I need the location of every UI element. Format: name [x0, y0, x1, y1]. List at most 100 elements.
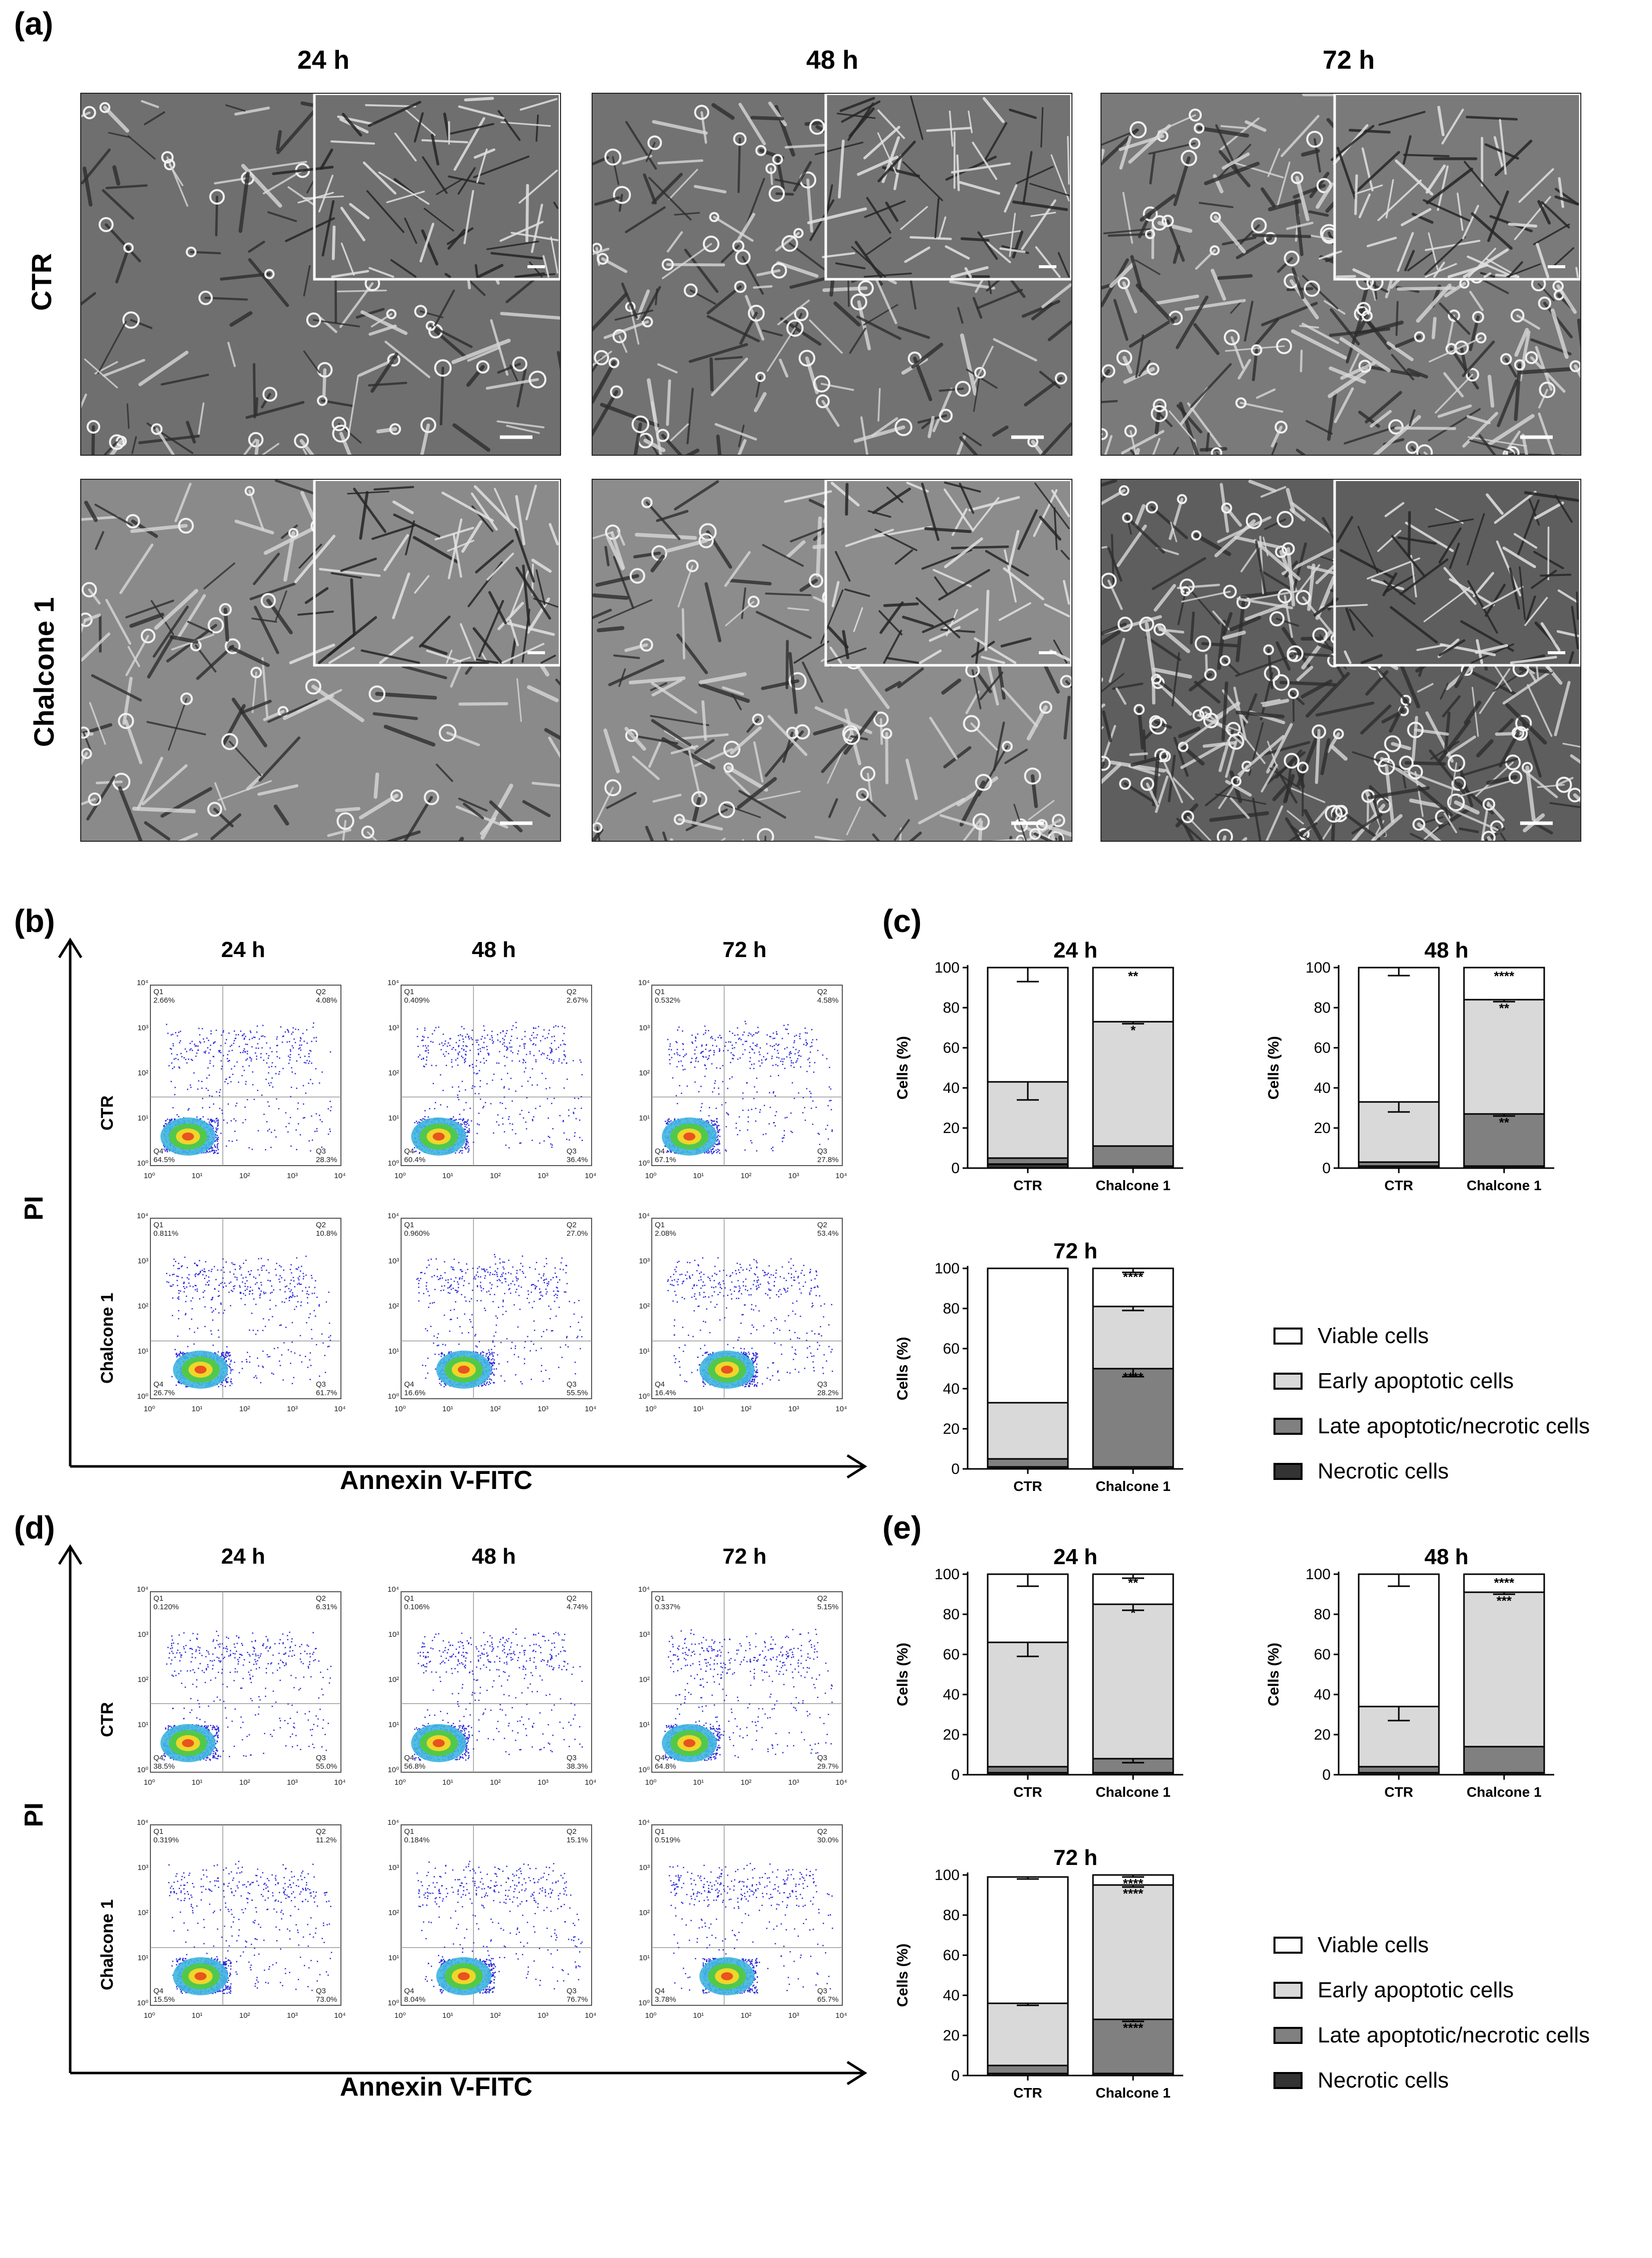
bar-chart: 72 h Cells (%) 0 20 40 60 80 100 CTR Chalcone 1 **… — [887, 1238, 1228, 1519]
svg-text:10³: 10³ — [287, 1172, 298, 1180]
bar-segment — [1463, 999, 1545, 1115]
flow-axes: PI Annexin V-FITC — [0, 1509, 882, 2102]
quadrant-percent: 61.7% — [316, 1389, 337, 1397]
y-tick-label: 80 — [943, 1300, 960, 1317]
legend-item-late: Late apoptotic/necrotic cells — [1273, 2023, 1590, 2048]
y-axis-label: Cells (%) — [894, 1643, 911, 1707]
significance-marker: *** — [1497, 1593, 1512, 1608]
bar-segment — [1463, 1591, 1545, 1748]
micrograph-image — [81, 480, 560, 841]
panel-a-col-48h: 48 h — [806, 46, 859, 75]
quadrant-percent: 4.08% — [316, 996, 337, 1005]
flow-col-title: 48 h — [471, 937, 516, 962]
flow-col-title: 72 h — [722, 937, 767, 962]
bar-segment — [1092, 1145, 1174, 1167]
flow-plot: Q1 0.120% Q2 6.31% Q4 38.5% Q3 55.0% 10⁰ 10⁰ 10¹ 10… — [135, 1585, 351, 1792]
bar-segment — [1358, 1573, 1440, 1708]
bar-segment — [1463, 1113, 1545, 1167]
micrograph — [80, 479, 561, 842]
bar-segment — [1463, 1573, 1545, 1593]
significance-marker: **** — [1123, 2020, 1144, 2035]
y-tick-label: 40 — [943, 1080, 960, 1096]
panel-b-letter: (b) — [14, 903, 55, 939]
bar-segment — [987, 1458, 1069, 1468]
bar-segment — [1092, 1305, 1174, 1370]
panel-d-letter: (d) — [14, 1510, 55, 1546]
x-category-label: Chalcone 1 — [1095, 1478, 1170, 1494]
panel-a-row-ctr: CTR — [26, 253, 57, 311]
quadrant-percent: 0.337% — [655, 1603, 680, 1611]
svg-text:Q1: Q1 — [153, 988, 163, 996]
bar-chart: 24 h Cells (%) 0 20 40 60 80 100 CTR Chalcone 1 **… — [887, 1544, 1228, 1825]
y-tick-label: 100 — [935, 1566, 960, 1583]
legend-label-late: Late apoptotic/necrotic cells — [1318, 2023, 1590, 2047]
legend-item-necrotic: Necrotic cells — [1273, 2068, 1590, 2093]
bar-segment — [987, 1402, 1069, 1460]
quadrant-percent: 55.5% — [567, 1389, 588, 1397]
quadrant-percent: 0.519% — [655, 1836, 680, 1844]
y-axis-label: Cells (%) — [1265, 1643, 1282, 1707]
bar-segment — [987, 2002, 1069, 2066]
quadrant-percent: 38.5% — [153, 1762, 175, 1771]
significance-marker: * — [1131, 1023, 1136, 1038]
bar-chart: 48 h Cells (%) 0 20 40 60 80 100 CTR Chalcone 1 **… — [1258, 937, 1599, 1218]
significance-marker: ** — [1499, 1001, 1510, 1016]
x-category-label: CTR — [1013, 2085, 1042, 2101]
svg-text:10⁴: 10⁴ — [137, 980, 148, 987]
x-category-label: Chalcone 1 — [1466, 1178, 1541, 1193]
quadrant-percent: 2.66% — [153, 996, 175, 1005]
flow-plot: Q1 0.519% Q2 30.0% Q4 3.78% Q3 65.7% 10⁰ 10⁰ 10¹ 10… — [637, 1818, 852, 2025]
legend-item-early: Early apoptotic cells — [1273, 1369, 1590, 1394]
bar-segment — [987, 1157, 1069, 1165]
y-tick-label: 20 — [1314, 1120, 1331, 1137]
flow-col-title: 24 h — [221, 937, 266, 962]
panel-a-col-72h: 72 h — [1322, 46, 1375, 75]
y-tick-label: 60 — [943, 1646, 960, 1663]
micrograph-image — [593, 480, 1071, 841]
x-category-label: Chalcone 1 — [1095, 2085, 1170, 2101]
significance-marker: **** — [1494, 969, 1515, 984]
quadrant-percent: 0.106% — [404, 1603, 430, 1611]
svg-text:Q3: Q3 — [567, 1147, 577, 1156]
panel-e-letter: (e) — [882, 1510, 922, 1546]
svg-text:10⁴: 10⁴ — [334, 1172, 345, 1180]
quadrant-percent: 3.78% — [655, 1995, 676, 2004]
quadrant-percent: 2.67% — [567, 996, 588, 1005]
y-tick-label: 80 — [943, 1606, 960, 1623]
x-axis-title: Annexin V-FITC — [340, 2073, 532, 2101]
quadrant-percent: 53.4% — [817, 1229, 839, 1238]
svg-text:Q1: Q1 — [404, 988, 414, 996]
legend-label-early: Early apoptotic cells — [1318, 1978, 1514, 2002]
quadrant-percent: 0.960% — [404, 1229, 430, 1238]
y-tick-label: 100 — [1306, 960, 1331, 976]
legend-label-viable: Viable cells — [1318, 1324, 1429, 1348]
y-tick-label: 100 — [935, 960, 960, 976]
y-tick-label: 80 — [943, 1000, 960, 1016]
quadrant-percent: 27.8% — [817, 1156, 839, 1164]
y-tick-label: 0 — [951, 1461, 960, 1477]
significance-marker: **** — [1494, 1575, 1515, 1590]
svg-text:10⁰: 10⁰ — [388, 1159, 399, 1168]
y-tick-label: 80 — [1314, 1606, 1331, 1623]
bar-chart: 24 h Cells (%) 0 20 40 60 80 100 CTR Chalcone 1 **… — [887, 937, 1228, 1218]
y-tick-label: 20 — [1314, 1727, 1331, 1743]
y-tick-label: 60 — [1314, 1646, 1331, 1663]
micrograph-image — [1102, 480, 1580, 841]
y-tick-label: 60 — [943, 1947, 960, 1964]
y-axis-title: PI — [20, 1802, 49, 1827]
significance-marker: **** — [1123, 1269, 1144, 1284]
panel-a-letter: (a) — [14, 6, 54, 42]
micrograph — [592, 479, 1072, 842]
quadrant-percent: 36.4% — [567, 1156, 588, 1164]
svg-text:10⁰: 10⁰ — [395, 1172, 406, 1180]
flow-col-title: 72 h — [722, 1544, 767, 1569]
flow-plot: Q1 0.811% Q2 10.8% Q4 26.7% Q3 61.7% 10⁰ 10⁰ 10¹ 10… — [135, 1212, 351, 1419]
svg-text:10¹: 10¹ — [388, 1114, 399, 1122]
y-tick-label: 40 — [1314, 1080, 1331, 1096]
y-tick-label: 0 — [1322, 1767, 1331, 1783]
bar-segment — [987, 967, 1069, 1083]
quadrant-percent: 55.0% — [316, 1762, 337, 1771]
chart-title: 48 h — [1424, 1545, 1469, 1569]
bar-chart: 72 h Cells (%) 0 20 40 60 80 100 CTR Chalcone 1 **… — [887, 1845, 1228, 2126]
legend-label-necrotic: Necrotic cells — [1318, 2068, 1449, 2093]
